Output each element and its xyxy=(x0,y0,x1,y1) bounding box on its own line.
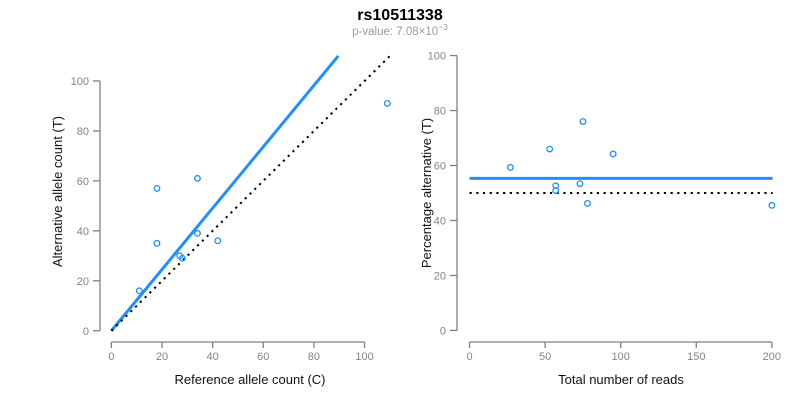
x-axis: 0 20 40 60 80 100 xyxy=(108,341,374,363)
x-tick-label: 0 xyxy=(466,351,472,363)
y-tick-label: 60 xyxy=(434,161,446,173)
x-tick-label: 0 xyxy=(108,351,114,363)
left-scatter-plot: 0 20 40 60 80 100 0 20 40 60 80 100 xyxy=(71,55,391,363)
data-point xyxy=(546,145,554,153)
x-tick-label: 50 xyxy=(539,351,551,363)
y-tick-label: 40 xyxy=(434,215,446,227)
data-point xyxy=(552,187,560,194)
y-tick-label: 100 xyxy=(428,51,446,63)
data-point xyxy=(214,237,222,245)
y-axis: 0 20 40 60 80 100 xyxy=(71,76,101,338)
x-tick-label: 100 xyxy=(612,351,630,363)
data-point xyxy=(153,184,161,192)
data-points xyxy=(135,99,391,295)
right-xaxis-title: Total number of reads xyxy=(558,372,684,387)
data-point xyxy=(194,174,201,182)
data-point xyxy=(768,201,776,209)
figure-title: rs10511338 xyxy=(357,7,443,24)
pvalue-text: p-value: 7.08×10 xyxy=(352,26,438,38)
left-yaxis-title: Alternative allele count (T) xyxy=(50,116,65,267)
y-tick-label: 100 xyxy=(71,76,89,88)
y-tick-label: 20 xyxy=(434,270,446,282)
data-point xyxy=(153,239,161,247)
x-tick-label: 150 xyxy=(687,351,705,363)
x-tick-label: 20 xyxy=(156,351,168,363)
figure-subtitle: p-value: 7.08×10−3 xyxy=(352,22,448,38)
data-point xyxy=(579,118,587,125)
y-tick-label: 20 xyxy=(77,276,89,288)
data-point xyxy=(583,199,591,207)
x-tick-label: 100 xyxy=(355,351,373,363)
y-tick-label: 80 xyxy=(77,126,89,138)
x-tick-label: 40 xyxy=(207,351,219,363)
data-points xyxy=(506,118,776,209)
right-scatter-plot: 0 50 100 150 200 0 20 40 60 80 100 xyxy=(428,51,781,363)
x-tick-label: 80 xyxy=(308,351,320,363)
y-tick-label: 0 xyxy=(83,326,89,338)
data-point xyxy=(506,163,514,171)
pvalue-exponent: −3 xyxy=(438,22,448,32)
x-axis: 0 50 100 150 200 xyxy=(466,341,781,363)
right-yaxis-title: Percentage alternative (T) xyxy=(419,118,434,268)
x-tick-label: 60 xyxy=(257,351,269,363)
y-tick-label: 40 xyxy=(77,226,89,238)
y-tick-label: 80 xyxy=(434,106,446,118)
y-tick-label: 0 xyxy=(440,325,446,337)
data-point xyxy=(609,150,617,158)
identity-line xyxy=(110,55,391,332)
data-point xyxy=(135,287,143,295)
x-tick-label: 200 xyxy=(763,351,781,363)
data-point xyxy=(194,229,201,237)
data-point xyxy=(178,254,186,262)
y-axis: 0 20 40 60 80 100 xyxy=(428,51,458,337)
data-point xyxy=(576,180,584,188)
y-tick-label: 60 xyxy=(77,176,89,188)
data-point xyxy=(383,99,391,107)
data-point xyxy=(552,182,560,190)
left-xaxis-title: Reference allele count (C) xyxy=(174,372,325,387)
fitted-proportion-line xyxy=(110,55,340,332)
